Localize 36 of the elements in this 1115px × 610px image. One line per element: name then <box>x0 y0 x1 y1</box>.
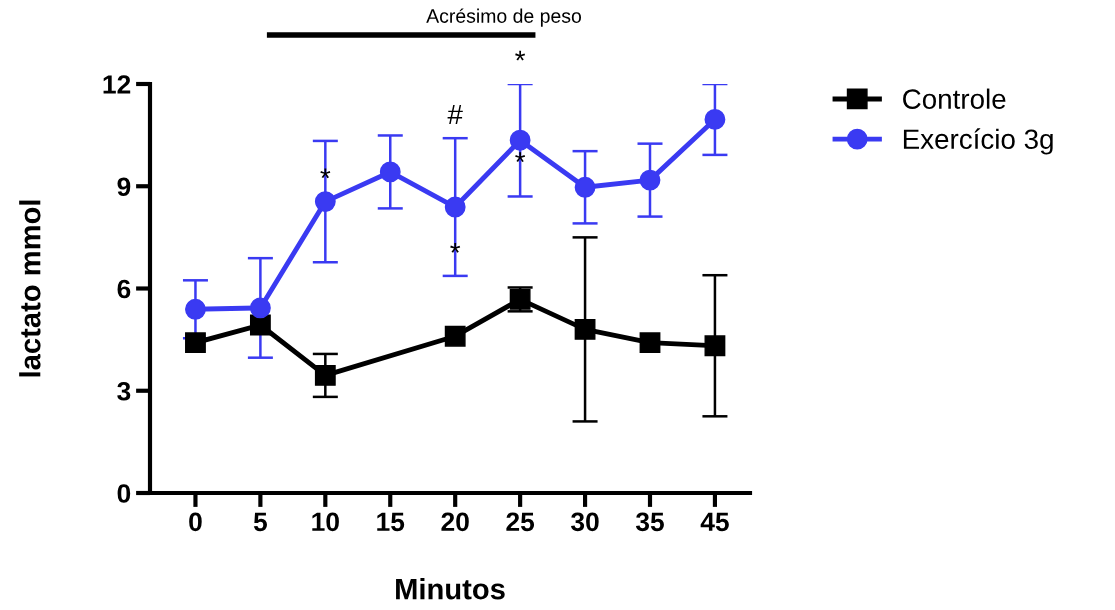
point <box>639 332 661 354</box>
y-tick-label: 9 <box>117 177 131 197</box>
x-tick-label: 5 <box>253 512 267 532</box>
point <box>249 297 271 319</box>
y-tick-label: 3 <box>117 381 131 401</box>
x-tick-label: 45 <box>700 512 729 532</box>
point <box>704 335 726 357</box>
y-axis-title: lactato mmol <box>19 200 41 377</box>
x-tick-label: 25 <box>506 512 535 532</box>
point <box>379 161 401 183</box>
point <box>314 364 336 386</box>
y-tick-label: 0 <box>117 484 131 503</box>
point <box>185 332 206 354</box>
point <box>704 109 726 130</box>
point <box>314 191 336 213</box>
x-tick-label: 30 <box>571 512 599 532</box>
legend-label: Exercício 3g <box>903 128 1053 155</box>
point <box>574 176 596 198</box>
point <box>185 298 206 320</box>
x-tick-label: 35 <box>635 512 664 532</box>
x-tick-label: 10 <box>312 512 339 532</box>
y-tick-label: 6 <box>117 279 131 299</box>
text: Acrésimo de peso <box>426 8 581 27</box>
legend-label: Controle <box>903 88 1006 109</box>
point <box>509 129 531 151</box>
point <box>444 325 466 347</box>
x-axis-title: Minutos <box>396 578 505 600</box>
point <box>444 196 466 218</box>
x-tick-label: 0 <box>189 512 202 532</box>
y-tick-label: 12 <box>103 75 131 94</box>
x-tick-label: 15 <box>377 512 405 532</box>
point <box>574 318 596 340</box>
point <box>639 169 661 191</box>
x-tick-label: 20 <box>441 512 469 532</box>
annotation: * <box>515 50 526 61</box>
annotation: # <box>447 105 463 125</box>
